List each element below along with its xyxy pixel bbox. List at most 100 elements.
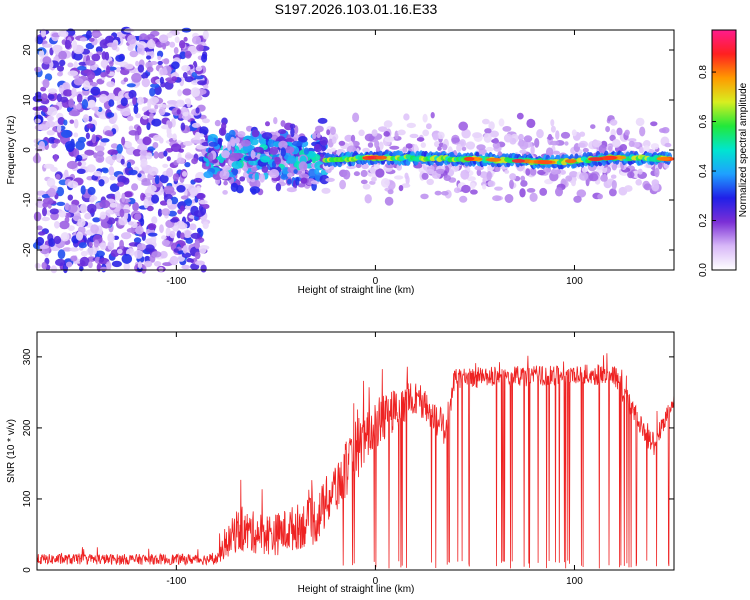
spectrogram-cell [150,83,160,88]
spectrogram-cell [166,100,178,105]
spectrogram-cell [609,134,616,142]
spectrogram-cell [470,189,478,195]
spectrogram-cell [62,247,72,252]
spectrogram-cell [198,245,207,254]
spectrogram-cell [565,175,573,182]
spectrogram-cell [88,261,93,269]
spectrogram-cell [162,66,167,76]
spectrogram-cell [358,129,365,137]
spectrogram-cell [367,142,374,148]
spectrogram-cell [253,146,264,153]
spectrogram-cell [280,173,289,180]
spectrogram-cell [86,247,97,256]
spectrogram-cell [338,140,346,146]
spectrogram-cell [106,112,115,118]
spectrogram-cell [170,196,179,205]
spectrogram-cell [136,96,145,105]
snr-x-label: Height of straight line (km) [298,584,415,595]
spectrogram-cell [121,192,126,203]
spectrogram-cell [123,191,133,198]
spectrogram-cell [114,190,121,201]
spectrogram-cell [56,124,62,133]
spectrogram-cell [67,194,74,201]
spectrogram-cell [237,131,246,138]
spectrogram-cell [76,168,86,174]
y-tick-label: 300 [22,348,33,365]
spectrogram-cell [306,150,317,158]
spectrogram-cell [152,142,159,149]
spectrogram-cell [140,158,148,167]
spectrogram-cell [91,32,103,37]
spectrogram-cell [577,142,586,148]
spectrogram-cell [404,172,409,180]
spectrogram-cell [67,70,79,77]
spectrogram-cell [117,248,123,254]
spectrogram-cell [195,66,203,72]
spectrogram-cell [298,173,309,179]
spectrogram-cell [519,188,526,198]
spectrogram-cell [401,183,411,188]
spectrogram-cell [99,93,108,104]
spectrogram-cell [86,164,96,173]
spectrogram-y-label: Frequency (Hz) [6,116,17,185]
spectrogram-cell [191,158,198,165]
spectrogram-cell [163,58,170,65]
spectrogram-cell [189,223,197,231]
spectrogram-cell [70,255,78,262]
spectrogram-cell [80,250,88,257]
spectrogram-cell [113,112,118,122]
spectrogram-cell [93,170,102,177]
y-tick-label: 10 [22,94,33,106]
spectrogram-cell [409,133,419,139]
spectrogram-cell [128,89,137,99]
spectrogram-cell [364,194,372,204]
spectrogram-cell [139,149,148,157]
y-tick-label: 0 [22,147,33,153]
spectrogram-cell [509,179,514,189]
spectrogram-cell [184,98,191,104]
spectrogram-cell [185,237,194,244]
spectrogram-cell [90,89,100,95]
spectrogram-cell [99,211,107,220]
spectrogram-cell [639,126,646,137]
spectrogram-cell [144,260,153,268]
spectrogram-cell [53,138,61,144]
spectrogram-cell [72,211,81,222]
spectrogram-cell [67,62,74,68]
spectrogram-cell [98,179,105,187]
spectrogram-cell [190,258,194,263]
spectrogram-cell [553,150,560,155]
spectrogram-cell [86,71,96,80]
spectrogram-cell [157,151,165,159]
spectrogram-cell [202,221,209,229]
spectrogram-cell [95,154,105,163]
spectrogram-cell [69,247,79,252]
spectrogram-cell [169,255,179,266]
spectrogram-cell [157,208,163,217]
spectrogram-cell [573,195,582,203]
spectrogram-cell [88,37,95,42]
spectrogram-cell [109,60,114,67]
spectrogram-cell [658,162,663,170]
spectrogram-cell [132,149,142,157]
spectrogram-cell [396,163,403,171]
snr-y-ticks: 0 100 200 300 [22,348,674,573]
spectrogram-cell [198,199,208,205]
spectrogram-cell [287,172,293,178]
spectrogram-cell [459,195,468,203]
spectrogram-cell [133,237,142,244]
spectrogram-cell [73,132,79,138]
spectrogram-cell [534,138,540,148]
spectrogram-cell [286,187,297,193]
spectrogram-cell [380,178,390,188]
spectrogram-cell [33,211,42,222]
spectrogram-cell [154,175,160,185]
spectrogram-cell [201,53,208,63]
spectrogram-cell [124,141,133,149]
spectrogram-cell [525,168,531,176]
spectrogram-cell [144,188,153,198]
spectrogram-cell [436,168,446,175]
spectrogram-cell [126,115,134,122]
spectrogram-cell [643,145,650,152]
spectrogram-cell [166,32,173,38]
